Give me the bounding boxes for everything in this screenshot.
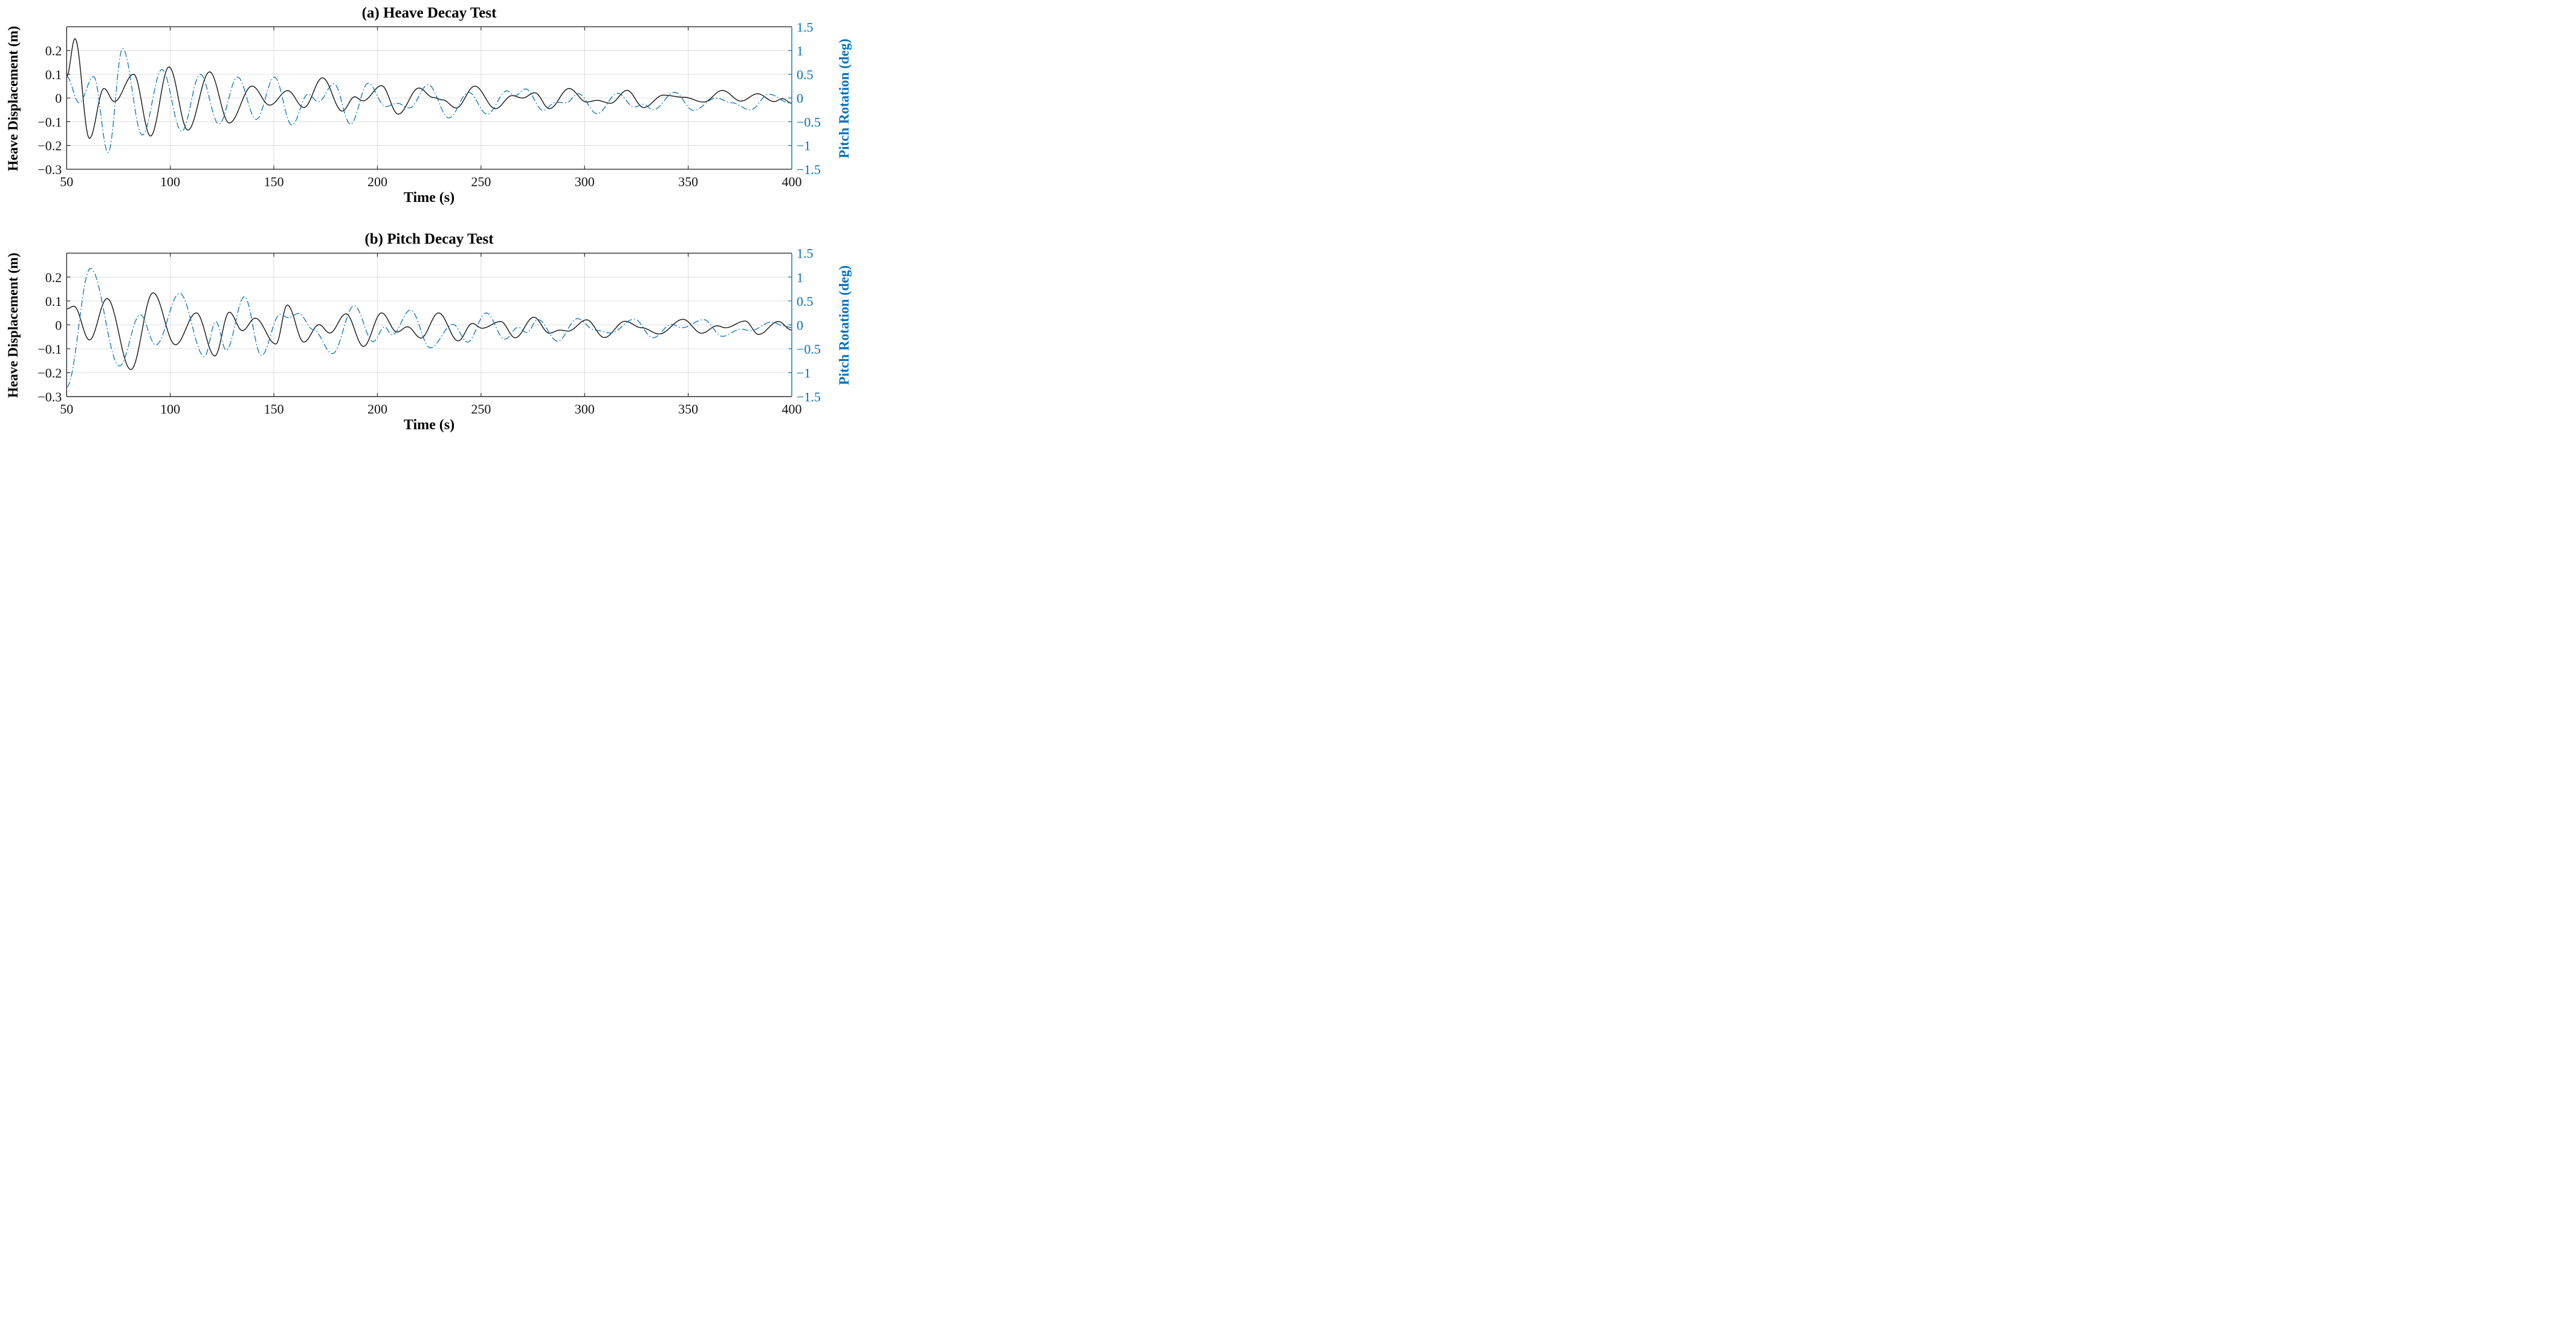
pitch-rotation-curve-b [66, 268, 792, 388]
y-tick-label-left-a: 0.1 [45, 67, 62, 82]
y-tick-label-left-b: −0.1 [37, 342, 62, 357]
y-tick-label-left-b: −0.3 [37, 389, 62, 404]
decay-plots-canvas: 50 100 150 200 250 300 350 4000.20.10−0.1−0.2−0… [37, 19, 821, 417]
y-tick-label-left-a: −0.1 [37, 114, 62, 129]
x-tick-label-b: 150 [264, 401, 284, 417]
x-tick-label-a: 300 [575, 174, 595, 189]
heave-displacement-curve-a [66, 37, 792, 139]
y-tick-label-right-b: 0 [797, 317, 803, 333]
x-tick-label-b: 250 [471, 401, 491, 417]
y-tick-label-left-a: −0.3 [37, 162, 62, 177]
y-tick-label-right-a: −1.5 [797, 162, 821, 177]
y-tick-label-right-a: −0.5 [797, 114, 821, 129]
y-tick-label-left-b: 0.1 [45, 294, 62, 309]
x-tick-label-b: 400 [782, 401, 802, 417]
x-tick-label-a: 150 [264, 174, 284, 189]
x-tick-label-b: 50 [60, 401, 73, 417]
y-tick-label-left-a: −0.2 [37, 138, 62, 154]
decay-test-figure: (a) Heave Decay Test Heave Displacement … [0, 0, 859, 441]
x-tick-label-a: 250 [471, 174, 491, 189]
y-tick-label-right-b: −1.5 [797, 389, 821, 404]
y-tick-label-right-b: −0.5 [797, 342, 821, 357]
subplot-b-title: (b) Pitch Decay Test [364, 231, 494, 247]
y-tick-label-right-b: 0.5 [797, 294, 814, 309]
y-tick-label-right-a: 0.5 [797, 67, 814, 82]
y-tick-label-left-a: 0 [55, 91, 62, 106]
y-tick-label-right-b: 1.5 [797, 246, 814, 261]
y-tick-label-right-a: 1.5 [797, 19, 814, 34]
y-tick-label-left-b: 0 [55, 317, 62, 333]
subplot-a-title: (a) Heave Decay Test [361, 5, 497, 21]
x-tick-label-a: 350 [678, 174, 698, 189]
x-tick-label-a: 200 [367, 174, 387, 189]
pitch-rotation-curve-a [66, 48, 792, 154]
y-tick-label-right-a: 1 [797, 44, 803, 59]
y-tick-label-left-b: 0.2 [45, 270, 62, 285]
subplot-b-xlabel: Time (s) [403, 417, 455, 433]
y-tick-label-right-a: 0 [797, 91, 803, 106]
y-tick-label-right-b: 1 [797, 270, 803, 285]
subplot-a-xlabel: Time (s) [403, 190, 455, 206]
x-tick-label-b: 300 [575, 401, 595, 417]
x-tick-label-a: 100 [160, 174, 180, 189]
y-tick-label-right-a: −1 [797, 138, 811, 154]
x-tick-label-b: 350 [678, 401, 698, 417]
heave-displacement-curve-b [66, 292, 792, 371]
y-tick-label-left-a: 0.2 [45, 44, 62, 59]
x-tick-label-a: 50 [60, 174, 73, 189]
y-tick-label-right-b: −1 [797, 365, 811, 380]
x-tick-label-a: 400 [782, 174, 802, 189]
x-tick-label-b: 200 [367, 401, 387, 417]
x-tick-label-b: 100 [160, 401, 180, 417]
y-tick-label-left-b: −0.2 [37, 365, 62, 380]
